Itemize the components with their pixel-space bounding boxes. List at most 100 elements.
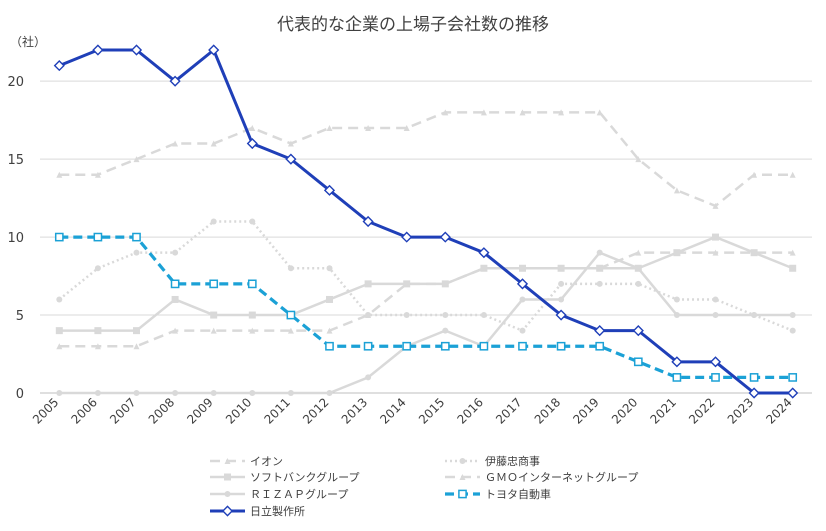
- data-point: [365, 374, 372, 381]
- data-point: [362, 215, 374, 228]
- legend-label: トヨタ自動車: [485, 487, 551, 501]
- data-point: [94, 265, 101, 272]
- data-point: [596, 109, 603, 116]
- series-0: [56, 109, 796, 209]
- data-point: [249, 390, 256, 396]
- data-point: [210, 218, 217, 225]
- legend-marker: [459, 474, 466, 480]
- y-axis-unit: （社）: [10, 34, 46, 49]
- data-point: [555, 309, 567, 321]
- legend-label: イオン: [250, 455, 283, 468]
- chart-title: 代表的な企業の上場子会社数の推移: [277, 15, 549, 35]
- data-point: [633, 357, 643, 367]
- x-tick-label: 2015: [416, 395, 447, 426]
- data-point: [440, 341, 450, 351]
- data-point: [671, 356, 683, 368]
- legend-marker: [459, 458, 466, 464]
- legend-item: 伊藤忠商事: [445, 454, 540, 468]
- data-point: [558, 109, 565, 116]
- data-point: [55, 327, 63, 335]
- data-point: [519, 265, 526, 272]
- data-point: [287, 265, 294, 272]
- data-point: [595, 341, 605, 351]
- series-line: [58, 220, 794, 332]
- data-point: [326, 295, 333, 303]
- data-point: [789, 264, 797, 272]
- x-tick-label: 2017: [493, 395, 524, 426]
- data-point: [673, 312, 680, 319]
- x-tick-label: 2019: [570, 395, 601, 426]
- data-point: [711, 373, 720, 382]
- data-point: [92, 44, 104, 56]
- data-point: [635, 156, 642, 163]
- data-point: [519, 109, 526, 116]
- legend-label: 日立製作所: [250, 504, 305, 518]
- data-point: [133, 249, 140, 256]
- y-axis-ticks: 0 5 10 15 20: [7, 75, 24, 402]
- data-point: [172, 249, 179, 256]
- x-tick-label: 2016: [455, 395, 486, 426]
- data-point: [365, 312, 372, 319]
- series-line: [59, 111, 793, 208]
- data-point: [94, 171, 101, 178]
- data-point: [518, 341, 527, 351]
- data-point: [286, 310, 296, 320]
- x-tick-label: 2011: [262, 395, 293, 426]
- data-point: [635, 265, 642, 272]
- data-point: [439, 231, 451, 243]
- series-3: [56, 249, 796, 350]
- data-point: [672, 373, 682, 382]
- data-point: [210, 390, 217, 396]
- legend-item: イオン: [210, 455, 283, 468]
- legend-marker: [224, 473, 231, 481]
- x-tick-label: 2010: [223, 395, 254, 426]
- data-point: [480, 109, 487, 116]
- series-line: [59, 235, 794, 332]
- data-point: [712, 202, 719, 209]
- data-point: [402, 341, 412, 351]
- data-point: [247, 279, 257, 289]
- data-point: [789, 249, 796, 256]
- data-point: [401, 231, 413, 243]
- data-point: [709, 356, 722, 368]
- legend-label: ソフトバンクグループ: [250, 470, 359, 484]
- data-point: [635, 249, 642, 256]
- legend-item: ＧＭＯインターネットグループ: [445, 470, 638, 484]
- data-point: [172, 140, 179, 147]
- x-tick-label: 2023: [725, 395, 756, 426]
- series-lines: [53, 44, 799, 399]
- data-point: [635, 280, 642, 287]
- x-tick-label: 2022: [686, 395, 717, 426]
- legend-label: ＲＩＺＡＰグループ: [250, 487, 348, 501]
- data-point: [249, 218, 256, 225]
- data-point: [249, 327, 256, 334]
- data-point: [209, 279, 219, 289]
- data-point: [632, 325, 644, 337]
- data-point: [208, 44, 220, 56]
- data-point: [325, 341, 334, 351]
- data-point: [789, 312, 796, 319]
- data-point: [558, 280, 565, 287]
- data-point: [789, 327, 796, 334]
- data-point: [326, 327, 333, 334]
- data-point: [480, 312, 487, 319]
- data-point: [172, 327, 179, 334]
- x-axis-ticks: 2005 2006 2007 2008 2009 2010 2011 2012 2013 2014…: [30, 395, 795, 426]
- data-point: [326, 265, 333, 272]
- data-point: [171, 295, 179, 303]
- data-point: [56, 390, 63, 396]
- data-point: [673, 296, 680, 303]
- x-tick-label: 2008: [146, 395, 177, 426]
- data-point: [365, 124, 372, 131]
- data-point: [287, 327, 294, 334]
- data-point: [248, 311, 256, 319]
- data-point: [210, 327, 217, 334]
- data-point: [133, 390, 140, 396]
- data-point: [53, 60, 65, 72]
- data-point: [403, 280, 410, 287]
- x-tick-label: 2009: [184, 395, 215, 426]
- x-tick-label: 2012: [300, 395, 331, 426]
- data-point: [210, 140, 217, 147]
- x-tick-label: 2018: [532, 395, 563, 426]
